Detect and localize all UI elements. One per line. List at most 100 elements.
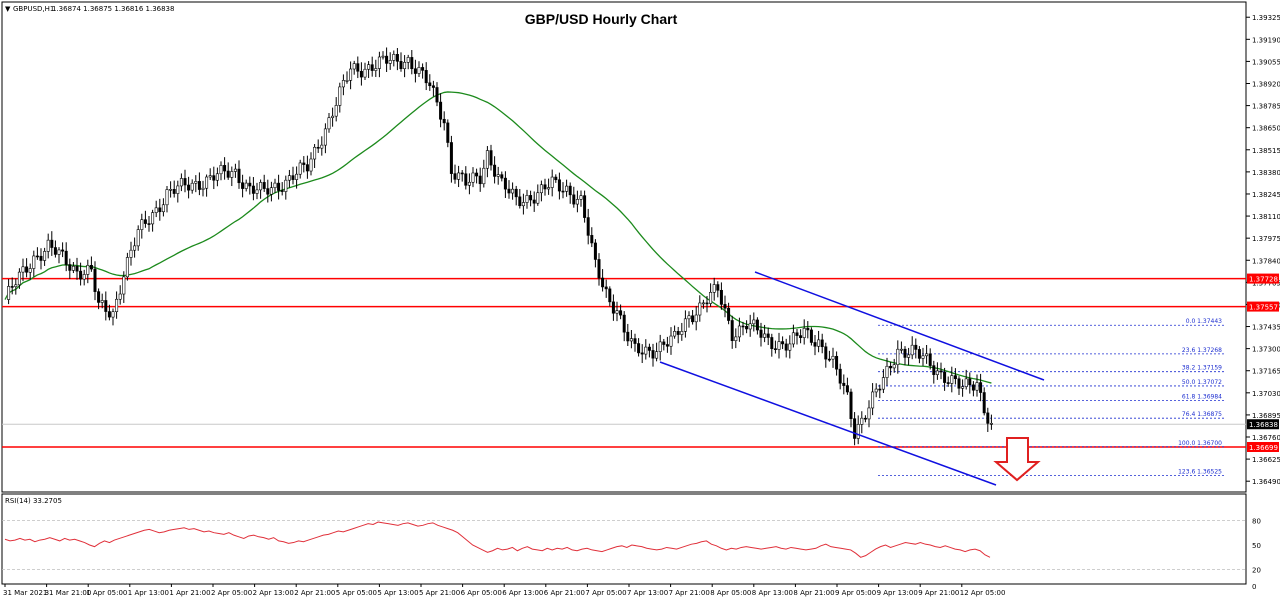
candle-body: [140, 219, 144, 230]
candle-body: [349, 68, 353, 81]
time-tick-label: 2 Apr 13:00: [253, 589, 294, 597]
candle-body: [190, 182, 194, 191]
candle-body: [701, 302, 705, 305]
candle-body: [878, 388, 882, 391]
candle-body: [637, 343, 641, 354]
candle-body: [644, 346, 648, 355]
candle-body: [615, 310, 619, 314]
candle-body: [93, 268, 97, 292]
candle-body: [395, 54, 399, 62]
level-price-label: 1.36699: [1249, 444, 1278, 452]
candle-body: [752, 319, 756, 325]
candle-body: [75, 265, 79, 272]
candle-body: [392, 54, 396, 61]
candle-body: [719, 289, 723, 305]
candle-body: [478, 175, 482, 185]
candle-body: [655, 351, 659, 359]
price-tick-label: 1.38650: [1252, 125, 1280, 133]
candle-body: [277, 182, 281, 191]
candle-body: [712, 284, 716, 293]
candle-body: [338, 86, 342, 106]
candle-body: [860, 417, 864, 425]
candle-body: [590, 235, 594, 244]
candle-body: [730, 320, 734, 342]
rsi-tick-label: 0: [1252, 583, 1256, 591]
candle-body: [28, 268, 32, 273]
time-tick-label: 31 Mar 21:00: [45, 589, 92, 597]
candle-body: [619, 310, 623, 316]
candle-body: [428, 82, 432, 87]
time-tick-label: 12 Apr 05:00: [960, 589, 1006, 597]
candle-body: [14, 284, 18, 288]
candle-body: [903, 348, 907, 358]
time-tick-label: 8 Apr 21:00: [793, 589, 834, 597]
candle-body: [575, 199, 579, 205]
candle-body: [604, 286, 608, 290]
candle-body: [907, 354, 911, 358]
candle-body: [269, 187, 273, 195]
price-tick-label: 1.38245: [1252, 191, 1280, 199]
candle-body: [485, 150, 489, 169]
candle-body: [842, 382, 846, 386]
candle-body: [709, 292, 713, 304]
candle-body: [507, 188, 511, 194]
price-tick-label: 1.39190: [1252, 36, 1280, 44]
candle-body: [899, 348, 903, 351]
candle-body: [658, 341, 662, 352]
candle-body: [543, 184, 547, 190]
candle-body: [550, 176, 554, 188]
candle-body: [323, 128, 327, 146]
candle-body: [233, 168, 237, 172]
candle-body: [212, 175, 216, 181]
candle-body: [572, 194, 576, 205]
candle-body: [647, 346, 651, 351]
candle-body: [266, 188, 270, 195]
candle-body: [237, 168, 241, 184]
candle-body: [622, 314, 626, 333]
candle-body: [197, 181, 201, 190]
candle-body: [781, 341, 785, 345]
candle-body: [651, 350, 655, 359]
candle-body: [316, 146, 320, 149]
candle-body: [201, 187, 205, 190]
time-tick-label: 8 Apr 05:00: [710, 589, 751, 597]
candle-body: [856, 424, 860, 439]
price-tick-label: 1.39325: [1252, 14, 1280, 22]
candle-body: [248, 182, 252, 187]
candle-body: [489, 150, 493, 166]
candle-body: [511, 188, 515, 194]
price-tick-label: 1.37165: [1252, 368, 1280, 376]
current-price-label: 1.36838: [1249, 421, 1278, 429]
time-tick-label: 7 Apr 13:00: [627, 589, 668, 597]
price-tick-label: 1.36490: [1252, 478, 1280, 486]
candle-body: [125, 257, 129, 278]
candle-body: [341, 80, 345, 88]
candle-body: [431, 85, 435, 88]
candle-body: [892, 364, 896, 369]
candle-body: [597, 259, 601, 279]
candle-body: [503, 177, 507, 190]
candle-body: [539, 184, 543, 194]
rsi-tick-label: 20: [1252, 567, 1261, 575]
rsi-panel-frame: [1, 493, 1247, 585]
time-tick-label: 9 Apr 13:00: [877, 589, 918, 597]
fib-level-label: 23.6 1.37268: [1182, 347, 1222, 354]
candle-body: [561, 190, 565, 193]
candle-body: [788, 343, 792, 351]
price-tick-label: 1.38380: [1252, 169, 1280, 177]
channel-upper-line: [754, 271, 1045, 381]
candle-body: [417, 67, 421, 74]
candle-body: [953, 375, 957, 380]
candle-body: [334, 105, 338, 117]
candle-body: [313, 146, 317, 160]
candle-body: [388, 60, 392, 64]
symbol-label: GBPUSD,H1: [13, 5, 54, 13]
candle-body: [100, 300, 104, 303]
candle-body: [327, 117, 331, 130]
candle-body: [403, 62, 407, 70]
candle-body: [773, 348, 777, 350]
candle-body: [964, 378, 968, 387]
candle-body: [975, 382, 979, 391]
candle-body: [957, 378, 961, 389]
